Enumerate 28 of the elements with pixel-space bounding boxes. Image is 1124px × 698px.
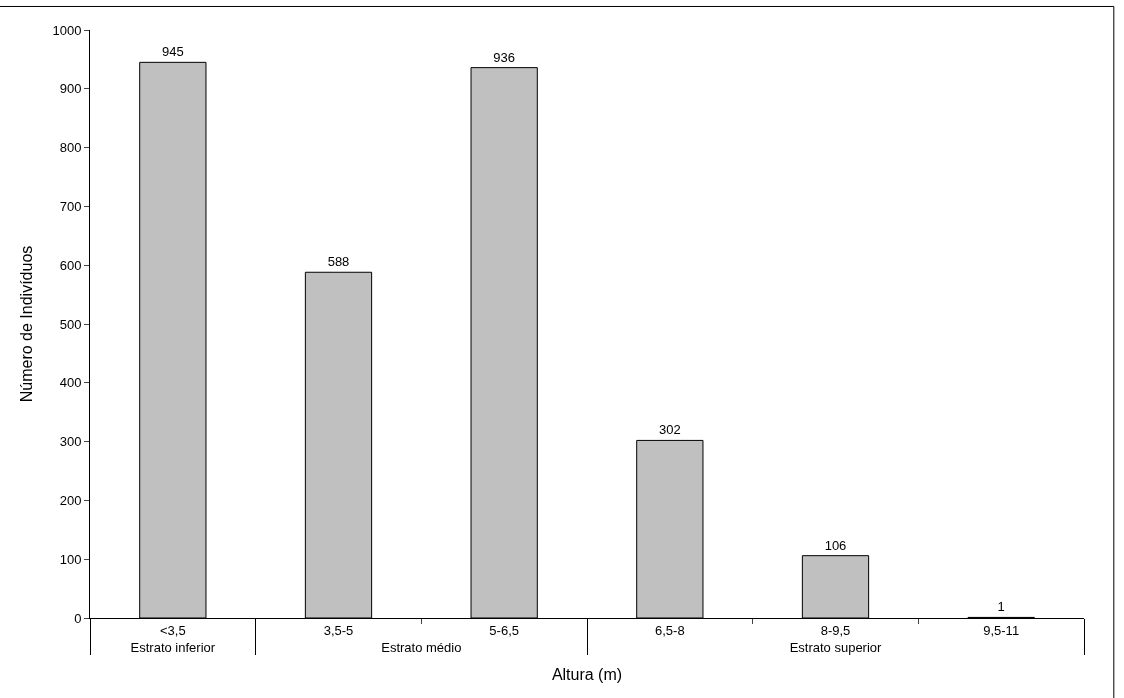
y-tick-label: 400 [59,375,82,391]
text: Estrato inferior [130,639,216,655]
y-axis-title: Número de Indivíduos [18,245,36,403]
data-label: 945 [161,44,184,60]
y-tick-label: 0 [74,610,82,626]
y-tick-label: 900 [59,81,82,97]
data-label: 936 [493,49,516,65]
x-axis-title: Altura (m) [551,666,623,684]
y-tick-label: 200 [59,492,82,508]
y-tick-label: 500 [59,316,82,332]
data-label: 1 [997,599,1005,615]
x-tick-label: <3,5 [159,622,186,638]
x-tick-label: 3,5-5 [323,622,354,638]
x-tick-label: 9,5-11 [983,622,1020,638]
data-label: 588 [327,254,350,270]
y-tick-label: 700 [59,198,82,214]
x-tick-label: 8-9,5 [820,622,851,638]
text: Estrato superior [789,639,883,655]
data-label: 106 [824,537,847,553]
x-tick-label: 6,5-8 [655,622,685,638]
y-tick-label: 800 [59,140,82,156]
y-tick-label: 100 [59,551,82,567]
y-tick-label: 1000 [52,22,82,38]
y-tick-label: 600 [59,257,82,273]
x-tick-label: 5-6,5 [489,622,519,638]
text: Estrato médio [381,639,462,655]
y-tick-label: 300 [59,434,82,450]
data-label: 302 [658,422,681,438]
